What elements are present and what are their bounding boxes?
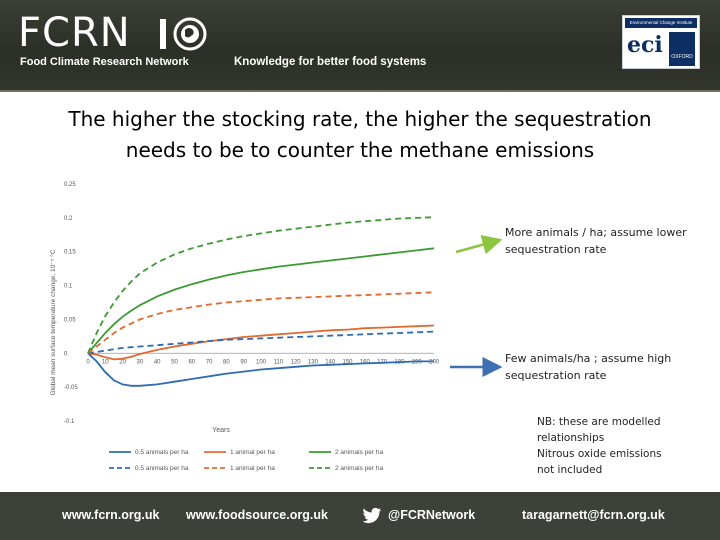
oxford-crest-icon: OXFORD (669, 32, 695, 66)
x-tick-label: 130 (308, 359, 319, 365)
x-tick-label: 80 (223, 359, 230, 365)
x-tick-label: 60 (188, 359, 195, 365)
x-tick-label: 30 (137, 359, 144, 365)
org-name: Food Climate Research Network (20, 56, 189, 68)
x-tick-label: 200 (429, 359, 440, 365)
slide-title: The higher the stocking rate, the higher… (20, 104, 700, 166)
annotation-more-line-1: More animals / ha; assume lower (505, 226, 687, 239)
y-tick-label: 0.2 (64, 216, 73, 222)
y-tick-label: -0.1 (64, 419, 75, 425)
globe-logo-icon (160, 17, 207, 51)
x-tick-label: 0 (86, 359, 90, 365)
email-link[interactable]: taragarnett@fcrn.org.uk (522, 508, 665, 522)
annotation-nb: NB: these are modelled relationships Nit… (537, 414, 697, 478)
title-line-2: needs to be to counter the methane emiss… (125, 138, 595, 162)
y-axis-ticks: 0.25 0.2 0.15 0.1 0.05 0 -0.05 -0.1 (64, 182, 78, 425)
x-tick-label: 160 (360, 359, 371, 365)
arrow-more-animals (455, 234, 503, 255)
twitter-icon (362, 507, 382, 524)
x-tick-label: 70 (206, 359, 213, 365)
header-banner: FCRN Food Climate Research Network Knowl… (0, 0, 720, 92)
x-tick-label: 120 (291, 359, 302, 365)
legend-label: 2 animals per ha (335, 449, 383, 456)
x-tick-label: 100 (256, 359, 267, 365)
y-tick-label: 0.15 (64, 250, 76, 256)
x-axis-label: Years (212, 427, 230, 434)
nb-line-4: not included (537, 464, 603, 476)
chart-legend: 0.5 animals per ha 1 animal per ha 2 anima… (109, 449, 383, 472)
series-line-orange-dashed (87, 291, 435, 355)
annotation-few-line-1: Few animals/ha ; assume high (505, 352, 672, 365)
series-lines (87, 216, 435, 387)
legend-label: 2 animals per ha (335, 465, 383, 472)
series-line-blue-solid (87, 352, 434, 387)
annotation-few-line-2: sequestration rate (505, 369, 607, 382)
legend-label: 1 animal per ha (230, 449, 275, 456)
legend-label: 0.5 animals per ha (135, 449, 189, 456)
eci-badge: Environmental Change Institute eci OXFOR… (622, 15, 700, 69)
series-line-green-solid (87, 247, 435, 354)
footer-bar: www.fcrn.org.uk www.foodsource.org.uk @F… (0, 492, 720, 540)
x-tick-label: 140 (325, 359, 336, 365)
x-tick-label: 90 (240, 359, 247, 365)
x-tick-label: 110 (274, 359, 284, 365)
y-tick-label: 0 (64, 351, 68, 357)
title-line-1: The higher the stocking rate, the higher… (68, 107, 652, 131)
tagline: Knowledge for better food systems (234, 56, 427, 68)
series-line-blue-dashed (87, 330, 435, 355)
x-tick-label: 150 (342, 359, 353, 365)
fcrn-link[interactable]: www.fcrn.org.uk (62, 508, 160, 522)
legend-label: 0.5 animals per ha (135, 465, 189, 472)
foodsource-link[interactable]: www.foodsource.org.uk (186, 508, 328, 522)
nb-line-2: relationships (537, 432, 605, 444)
y-tick-label: 0.1 (64, 284, 73, 290)
y-tick-label: 0.05 (64, 317, 76, 323)
eci-badge-top: Environmental Change Institute (625, 18, 697, 28)
y-tick-label: 0.25 (64, 182, 76, 188)
nb-line-3: Nitrous oxide emissions (537, 448, 662, 460)
legend-label: 1 animal per ha (230, 465, 275, 472)
annotation-few-animals: Few animals/ha ; assume high sequestrati… (505, 350, 705, 384)
x-tick-label: 20 (119, 359, 126, 365)
x-tick-label: 50 (171, 359, 178, 365)
x-tick-label: 40 (154, 359, 161, 365)
twitter-handle[interactable]: @FCRNetwork (388, 508, 476, 522)
x-tick-label: 10 (102, 359, 109, 365)
y-axis-label: Global mean surface temperature change, … (49, 249, 57, 395)
series-line-orange-solid (87, 324, 435, 361)
fcrn-logo: FCRN (18, 10, 131, 56)
series-line-green-dashed (87, 216, 435, 354)
y-tick-label: -0.05 (64, 385, 78, 391)
nb-line-1: NB: these are modelled (537, 416, 661, 428)
eci-logo-text: eci (627, 32, 663, 58)
annotation-more-animals: More animals / ha; assume lower sequestr… (505, 224, 705, 258)
annotation-more-line-2: sequestration rate (505, 243, 607, 256)
temperature-chart: 0.25 0.2 0.15 0.1 0.05 0 -0.05 -0.1 0 10 20 30 40 50… (49, 182, 440, 472)
